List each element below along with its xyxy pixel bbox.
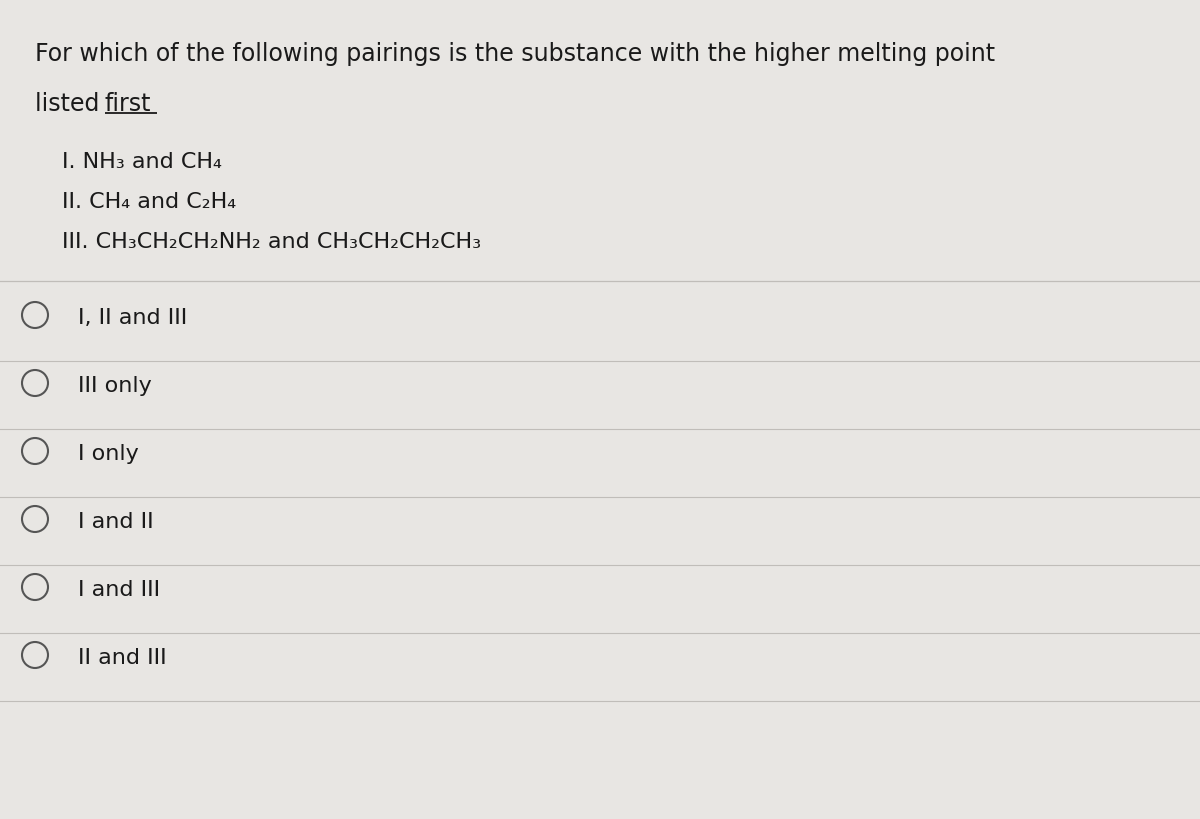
- Text: II and III: II and III: [78, 647, 167, 667]
- Text: I. NH₃ and CH₄: I. NH₃ and CH₄: [62, 152, 222, 172]
- Text: I and III: I and III: [78, 579, 160, 600]
- Text: listed: listed: [35, 92, 107, 115]
- Text: For which of the following pairings is the substance with the higher melting poi: For which of the following pairings is t…: [35, 42, 995, 66]
- Text: I and II: I and II: [78, 511, 154, 532]
- Text: III. CH₃CH₂CH₂NH₂ and CH₃CH₂CH₂CH₃: III. CH₃CH₂CH₂NH₂ and CH₃CH₂CH₂CH₃: [62, 232, 481, 251]
- Text: II. CH₄ and C₂H₄: II. CH₄ and C₂H₄: [62, 192, 236, 212]
- Text: first: first: [106, 92, 151, 115]
- Text: III only: III only: [78, 376, 151, 396]
- Text: I only: I only: [78, 443, 139, 464]
- Text: I, II and III: I, II and III: [78, 308, 187, 328]
